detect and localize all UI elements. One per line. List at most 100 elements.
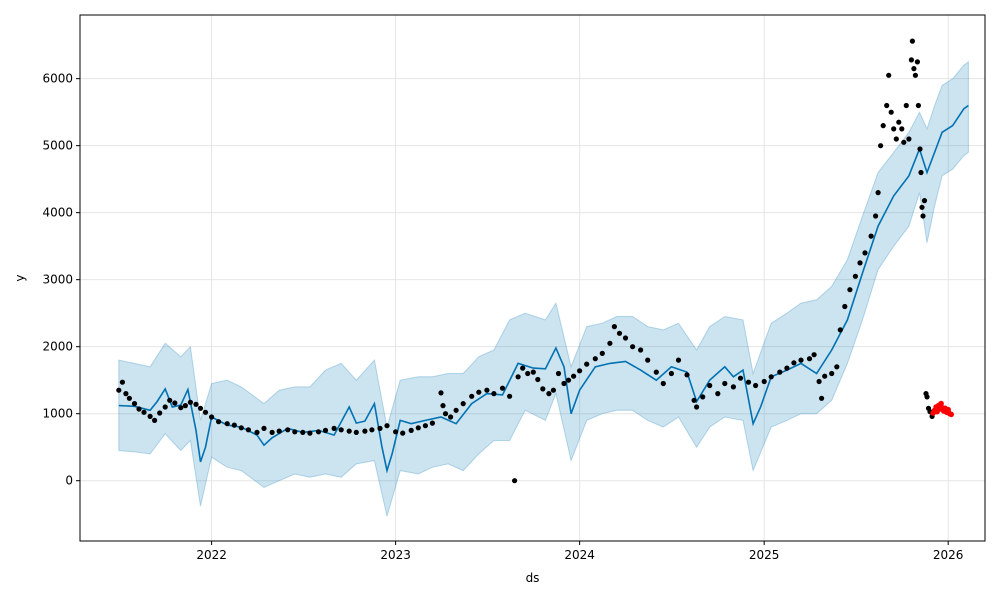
observed-point bbox=[852, 273, 859, 279]
observed-point bbox=[660, 380, 666, 387]
observed-point bbox=[440, 403, 446, 409]
observed-point bbox=[136, 406, 142, 412]
observed-point bbox=[507, 393, 513, 399]
observed-point bbox=[322, 427, 329, 433]
observed-point bbox=[216, 419, 222, 425]
observed-point bbox=[903, 102, 909, 109]
observed-point bbox=[276, 428, 282, 434]
observed-point bbox=[691, 397, 697, 403]
observed-point bbox=[607, 340, 613, 346]
y-tick-label: 4000 bbox=[42, 206, 73, 220]
observed-point bbox=[791, 360, 797, 366]
observed-point bbox=[469, 393, 475, 399]
observed-point bbox=[675, 357, 682, 363]
observed-point bbox=[878, 143, 884, 149]
observed-point bbox=[315, 429, 322, 435]
observed-point bbox=[571, 373, 577, 379]
observed-point bbox=[346, 428, 352, 434]
observed-point bbox=[834, 364, 840, 370]
observed-point bbox=[307, 430, 313, 436]
observed-point bbox=[653, 369, 659, 375]
observed-point bbox=[540, 386, 546, 392]
observed-point bbox=[393, 429, 399, 435]
observed-point bbox=[546, 391, 552, 397]
observed-point bbox=[924, 394, 930, 400]
observed-point bbox=[912, 72, 919, 78]
observed-point bbox=[245, 427, 251, 433]
observed-point bbox=[700, 394, 706, 400]
observed-point bbox=[868, 233, 874, 239]
observed-point bbox=[777, 369, 783, 375]
observed-point bbox=[422, 423, 428, 429]
plot-area-frame bbox=[79, 14, 986, 542]
x-axis-ticks: 2022 2023 2024 2025 2026 bbox=[196, 541, 963, 562]
observed-point bbox=[448, 414, 454, 420]
observed-points bbox=[116, 38, 935, 484]
observed-point bbox=[131, 401, 138, 407]
observed-point bbox=[254, 429, 260, 435]
observed-point bbox=[331, 425, 337, 431]
grid-lines bbox=[80, 15, 985, 541]
observed-point bbox=[707, 382, 713, 389]
observed-point bbox=[123, 391, 129, 397]
observed-point bbox=[152, 417, 158, 423]
observed-point bbox=[197, 405, 204, 411]
observed-point bbox=[565, 377, 572, 383]
observed-point bbox=[300, 429, 306, 435]
observed-point bbox=[811, 352, 817, 358]
observed-point bbox=[694, 404, 700, 410]
observed-point bbox=[906, 136, 912, 142]
observed-point bbox=[476, 389, 482, 395]
x-tick-label: 2024 bbox=[564, 548, 595, 562]
observed-point bbox=[193, 401, 199, 407]
observed-point bbox=[238, 425, 244, 431]
observed-point bbox=[837, 327, 843, 333]
observed-point bbox=[126, 395, 132, 401]
observed-point bbox=[822, 373, 828, 379]
observed-point bbox=[162, 404, 168, 410]
observed-point bbox=[577, 368, 583, 374]
uncertainty-band-area bbox=[118, 60, 969, 517]
observed-point bbox=[645, 357, 651, 363]
observed-point bbox=[584, 361, 590, 367]
observed-point bbox=[599, 350, 605, 356]
observed-point bbox=[798, 357, 804, 363]
observed-point bbox=[919, 204, 925, 210]
observed-point bbox=[847, 287, 853, 293]
observed-point bbox=[172, 400, 178, 406]
observed-point bbox=[224, 421, 230, 427]
observed-point bbox=[920, 213, 926, 219]
observed-point bbox=[896, 119, 902, 125]
observed-point bbox=[899, 126, 905, 132]
observed-point bbox=[400, 430, 406, 436]
observed-point bbox=[909, 38, 916, 44]
observed-point bbox=[438, 390, 444, 396]
observed-point bbox=[362, 428, 368, 434]
observed-point bbox=[555, 370, 562, 377]
observed-point bbox=[292, 429, 298, 435]
observed-point bbox=[202, 409, 209, 415]
observed-point bbox=[829, 370, 835, 377]
observed-point bbox=[415, 425, 421, 431]
y-tick-label: 6000 bbox=[42, 72, 73, 86]
observed-point bbox=[911, 66, 917, 72]
y-tick-label: 2000 bbox=[42, 340, 73, 354]
observed-point bbox=[784, 365, 790, 371]
observed-point bbox=[530, 369, 536, 375]
y-tick-label: 0 bbox=[65, 474, 73, 488]
observed-point bbox=[873, 213, 879, 219]
observed-point bbox=[384, 423, 390, 429]
observed-point bbox=[157, 410, 163, 416]
observed-point bbox=[429, 420, 435, 426]
observed-point bbox=[520, 365, 526, 371]
x-tick-label: 2026 bbox=[933, 548, 964, 562]
observed-point bbox=[178, 405, 184, 411]
observed-point bbox=[269, 429, 275, 435]
observed-point bbox=[231, 422, 237, 428]
observed-point bbox=[668, 370, 675, 377]
observed-point bbox=[561, 380, 567, 387]
x-axis-label: ds bbox=[526, 571, 540, 585]
observed-point bbox=[722, 380, 728, 387]
y-tick-label: 1000 bbox=[42, 407, 73, 421]
